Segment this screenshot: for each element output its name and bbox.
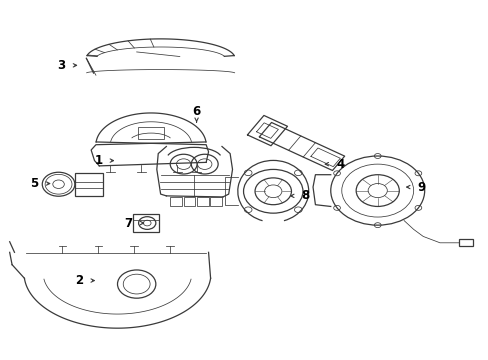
Text: 4: 4 — [336, 158, 344, 171]
Text: 2: 2 — [75, 274, 83, 287]
Text: 5: 5 — [30, 177, 39, 190]
Text: 9: 9 — [417, 181, 425, 194]
Text: 1: 1 — [94, 154, 102, 167]
Text: 3: 3 — [57, 59, 65, 72]
Text: 6: 6 — [192, 105, 200, 118]
Text: 8: 8 — [301, 189, 309, 202]
Text: 7: 7 — [124, 217, 132, 230]
